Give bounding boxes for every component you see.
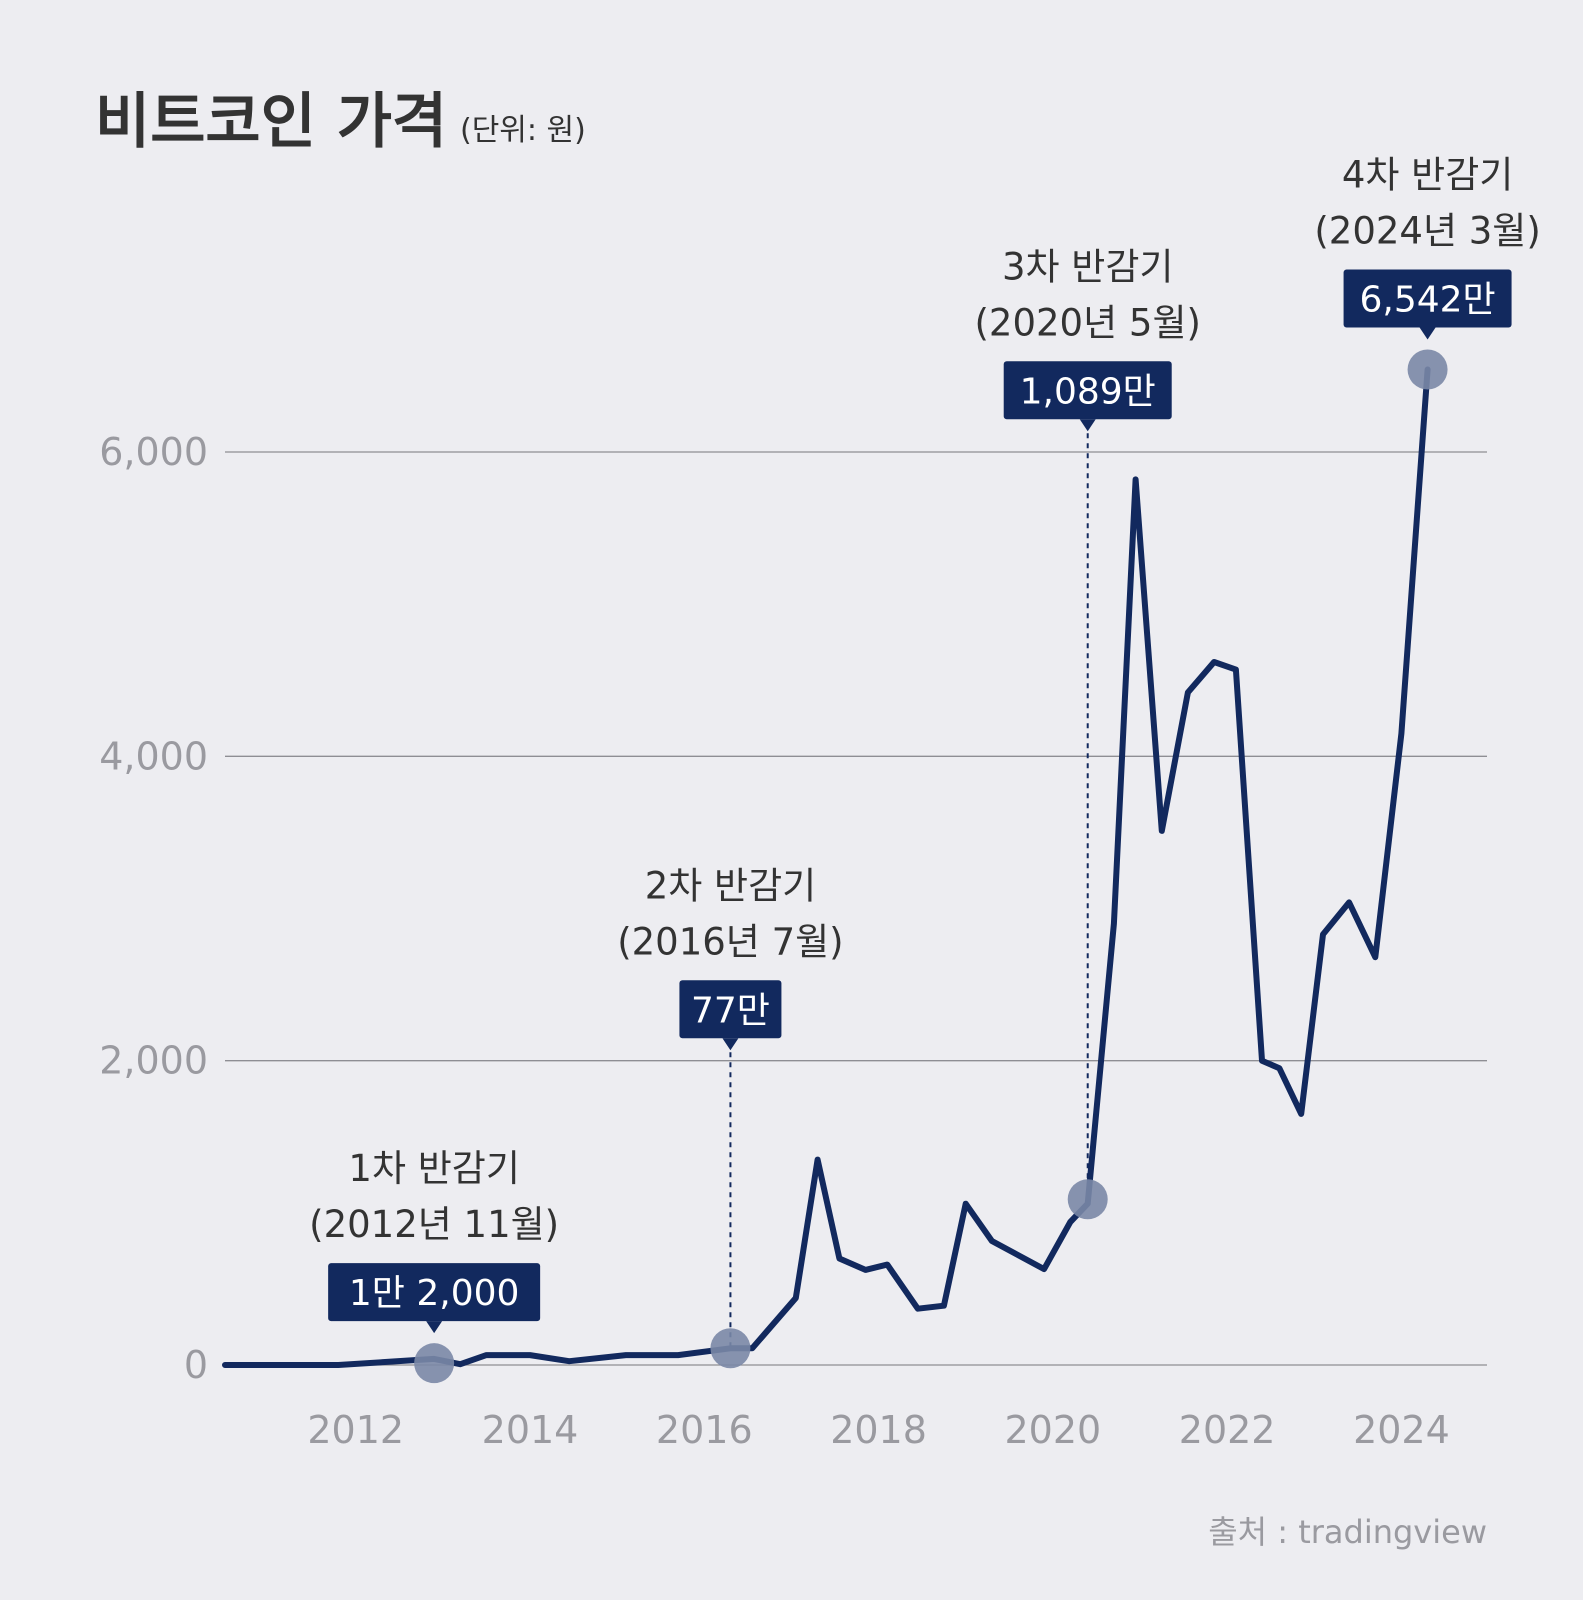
grid-lines: [225, 451, 1487, 1366]
value-tag-pointer: [1419, 327, 1436, 340]
halving-title-label: 3차 반감기: [1002, 245, 1173, 288]
x-tick-label: 2016: [656, 1408, 753, 1452]
value-tag-pointer: [722, 1038, 739, 1051]
halving-marker: [414, 1343, 455, 1384]
value-tag-box: [1343, 269, 1512, 328]
x-tick-label: 2018: [830, 1408, 927, 1452]
x-axis: 2012 2014 2016 2018 2020 2022 2024: [307, 1408, 1449, 1452]
x-tick-label: 2020: [1004, 1408, 1101, 1452]
halving-marker: [1067, 1179, 1108, 1220]
x-tick-label: 2012: [307, 1408, 404, 1452]
x-tick-label: 2024: [1353, 1408, 1450, 1452]
x-tick-label: 2014: [482, 1408, 579, 1452]
halving-date-label: (2024년 3월): [1314, 210, 1540, 253]
y-tick-label: 2,000: [99, 1039, 208, 1083]
halving-marker: [710, 1328, 751, 1369]
halving-marker: [1407, 349, 1448, 390]
chart-title: 비트코인 가격: [95, 87, 447, 157]
y-tick-label: 0: [184, 1343, 208, 1387]
value-tag-pointer: [1079, 419, 1096, 432]
halving-markers: [414, 349, 1448, 1384]
value-tag-label: 1,089만: [1020, 371, 1156, 412]
value-tag-box: [679, 980, 782, 1039]
value-tag-box: [1003, 361, 1172, 420]
unit-label: (단위: 원): [460, 113, 586, 148]
halving-title-label: 1차 반감기: [348, 1147, 519, 1190]
value-tag-pointer: [426, 1321, 443, 1334]
halving-annotations: 1만 2,000 (2012년 11월) 1차 반감기 77만 (2016년 7월) 2차…: [309, 154, 1541, 1334]
y-axis: 0 2,000 4,000 6,000: [99, 430, 208, 1387]
value-tag-label: 77만: [691, 990, 770, 1031]
halving-title-label: 4차 반감기: [1342, 154, 1513, 197]
halving-title-label: 2차 반감기: [645, 864, 816, 907]
series-layer: [222, 366, 1431, 1368]
series-line: [222, 366, 1431, 1368]
halving-date-label: (2020년 5월): [975, 301, 1201, 344]
y-tick-label: 6,000: [99, 430, 208, 474]
halving-date-label: (2016년 7월): [617, 920, 843, 963]
source-label: 출처 : tradingview: [1208, 1513, 1487, 1551]
halving-date-label: (2012년 11월): [309, 1203, 559, 1246]
value-tag-label: 1만 2,000: [349, 1273, 520, 1314]
value-tag-box: [328, 1263, 541, 1322]
annotation-leaders: [729, 433, 1089, 1349]
x-tick-label: 2022: [1179, 1408, 1276, 1452]
y-tick-label: 4,000: [99, 734, 208, 778]
value-tag-label: 6,542만: [1359, 280, 1495, 321]
